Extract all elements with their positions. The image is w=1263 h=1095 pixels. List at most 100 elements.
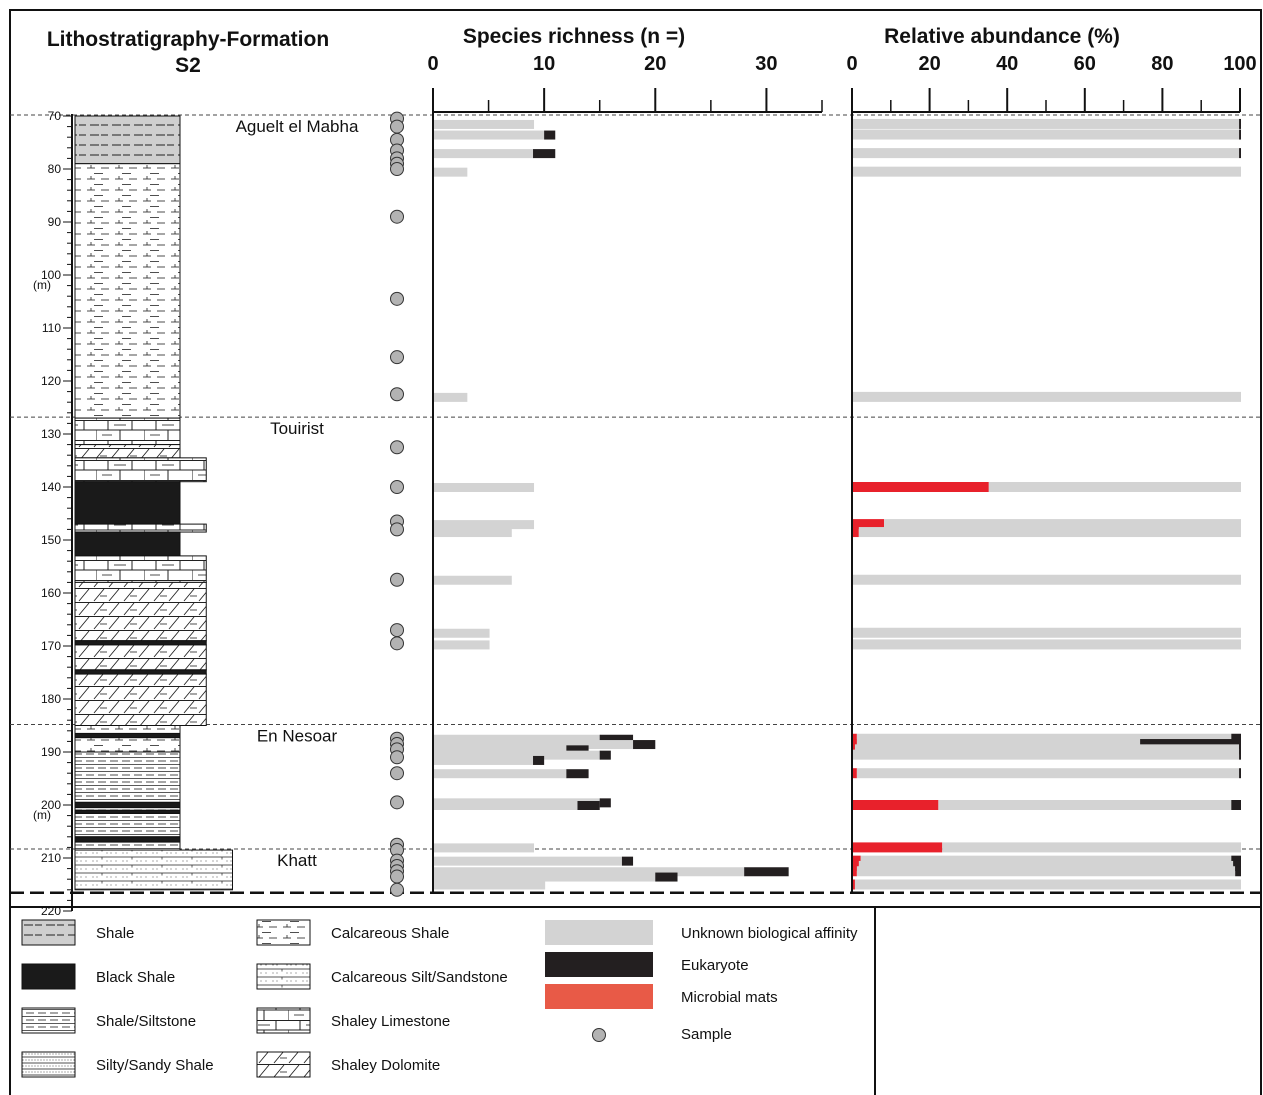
richness-bar-eukaryote — [744, 867, 789, 877]
legend-swatch-shale — [21, 919, 76, 946]
legend-label-eukaryote: Eukaryote — [681, 957, 749, 974]
depth-tick-label: 110 — [42, 321, 61, 335]
section-title: S2 — [175, 54, 201, 77]
abundance-title: Relative abundance (%) — [884, 25, 1120, 48]
richness-bar-eukaryote — [655, 872, 678, 882]
lithology-bed-shaley-limestone — [74, 417, 181, 446]
sample-marker — [390, 440, 404, 455]
abundance-bar-unknown — [853, 166, 1241, 177]
relative-abundance-tick-label: 60 — [1074, 53, 1096, 75]
richness-bar-unknown — [434, 520, 535, 530]
sample-marker — [390, 750, 404, 765]
lithology-bed-shaley-dolomite — [74, 581, 207, 642]
abundance-bar-eukaryote — [1239, 749, 1241, 760]
abundance-bar-eukaryote — [1235, 866, 1241, 877]
sample-marker — [390, 350, 404, 365]
legend-swatch-eukaryote — [545, 952, 653, 977]
lithology-bed-black-shale — [74, 669, 207, 675]
abundance-bar-eukaryote — [1239, 768, 1241, 779]
abundance-bar-unknown — [853, 627, 1241, 638]
legend-swatch-microbial — [545, 984, 653, 1009]
abundance-bar-unknown — [853, 148, 1240, 159]
legend-label-microbial: Microbial mats — [681, 989, 778, 1006]
legend-label-shale: Shale — [96, 925, 134, 942]
formation-boundaries — [10, 114, 1261, 895]
legend-label-shale-siltstone: Shale/Siltstone — [96, 1013, 196, 1030]
abundance-bar-microbial — [853, 866, 857, 877]
relative-abundance-tick-label: 100 — [1223, 53, 1256, 75]
legend-label-shaley-dolomite: Shaley Dolomite — [331, 1057, 440, 1074]
sample-marker — [390, 522, 404, 537]
abundance-bar-microbial — [853, 855, 861, 866]
abundance-bar-unknown — [853, 639, 1241, 650]
legend-label-sample: Sample — [681, 1026, 732, 1043]
abundance-bar-unknown — [853, 391, 1241, 402]
species-richness-tick-label: 20 — [644, 53, 666, 75]
species-richness-tick-label: 30 — [755, 53, 777, 75]
species-richness-tick-label: 10 — [533, 53, 555, 75]
richness-bar-unknown — [434, 734, 601, 744]
legend-swatch-shale-siltstone — [21, 1007, 76, 1034]
abundance-bar-eukaryote — [1239, 129, 1241, 140]
richness-bar-unknown — [434, 750, 601, 760]
lithology-bed-shaley-dolomite — [74, 444, 181, 459]
richness-bar-unknown — [434, 628, 490, 638]
relative-abundance-tick-label: 80 — [1151, 53, 1173, 75]
richness-bar-eukaryote — [599, 734, 634, 744]
lithology-bed-calcareous-shale — [74, 725, 181, 734]
richness-bar-unknown — [434, 769, 568, 779]
abundance-bar-microbial — [853, 800, 939, 810]
abundance-bar-microbial — [853, 527, 859, 538]
legend-label-calcareous-silt-sandstone: Calcareous Silt/Sandstone — [331, 969, 508, 986]
depth-tick-label: 170 — [41, 639, 61, 653]
legend-label-calcareous-shale: Calcareous Shale — [331, 925, 449, 942]
richness-bar-unknown — [434, 528, 512, 538]
abundance-bar-eukaryote — [1140, 739, 1241, 750]
lithology-bed-shale-siltstone — [74, 841, 181, 851]
figure-frame — [9, 9, 1262, 1095]
legend-label-shaley-limestone: Shaley Limestone — [331, 1013, 450, 1030]
depth-tick-label: 160 — [41, 586, 61, 600]
richness-bar-eukaryote — [633, 740, 656, 750]
abundance-bar-unknown — [856, 866, 1236, 877]
richness-bar-unknown — [434, 843, 535, 853]
depth-tick-label: 130 — [41, 427, 61, 441]
abundance-bar-unknown — [856, 768, 1240, 779]
sample-marker — [390, 766, 404, 781]
abundance-bar-microbial — [853, 733, 857, 744]
formation-label: Aguelt el Mabha — [236, 117, 359, 136]
abundance-bar-unknown — [938, 800, 1232, 810]
lithology-bed-calcareous-shale — [74, 163, 181, 419]
sample-marker — [390, 869, 404, 884]
depth-tick-label: 190 — [41, 745, 61, 759]
abundance-bar-unknown — [854, 744, 1240, 755]
richness-bar-eukaryote — [566, 769, 589, 779]
abundance-bar-eukaryote — [1231, 800, 1241, 810]
richness-bar-unknown — [434, 392, 468, 402]
depth-tick-label: 180 — [41, 692, 61, 706]
abundance-bar-unknown — [858, 860, 1234, 871]
lithology-bed-shale-siltstone — [74, 751, 181, 803]
legend-swatch-unknown — [545, 920, 653, 945]
lithology-bed-black-shale — [74, 640, 207, 646]
formation-labels: Aguelt el Mabha Touirist En Nesoar Khatt — [236, 117, 359, 870]
litho-title: Lithostratigraphy-Formation — [47, 28, 329, 51]
lithology-bed-shaley-limestone — [74, 555, 207, 583]
richness-bar-unknown — [434, 130, 546, 140]
richness-bar-eukaryote — [577, 801, 600, 810]
abundance-bar-unknown — [853, 749, 1240, 760]
lithology-bed-black-shale — [74, 801, 181, 809]
abundance-bar-microbial — [853, 768, 857, 779]
richness-bar-unknown — [434, 856, 623, 866]
richness-bar-unknown — [434, 167, 468, 177]
relative-abundance-tick-label: 0 — [846, 53, 857, 75]
sample-marker — [390, 882, 404, 897]
richness-bar-eukaryote — [533, 755, 545, 765]
depth-axis: 70 80 90 100 110 120 130 140 150 160 170 180 190 200 2… — [33, 109, 73, 918]
lithology-bed-shaley-limestone — [74, 523, 207, 533]
richness-bar-unknown — [434, 149, 535, 159]
richness-bar-unknown — [434, 801, 579, 810]
richness-bar-eukaryote — [533, 149, 556, 159]
abundance-bar-eukaryote — [1239, 744, 1241, 755]
legend-swatch-shaley-dolomite — [256, 1051, 311, 1078]
